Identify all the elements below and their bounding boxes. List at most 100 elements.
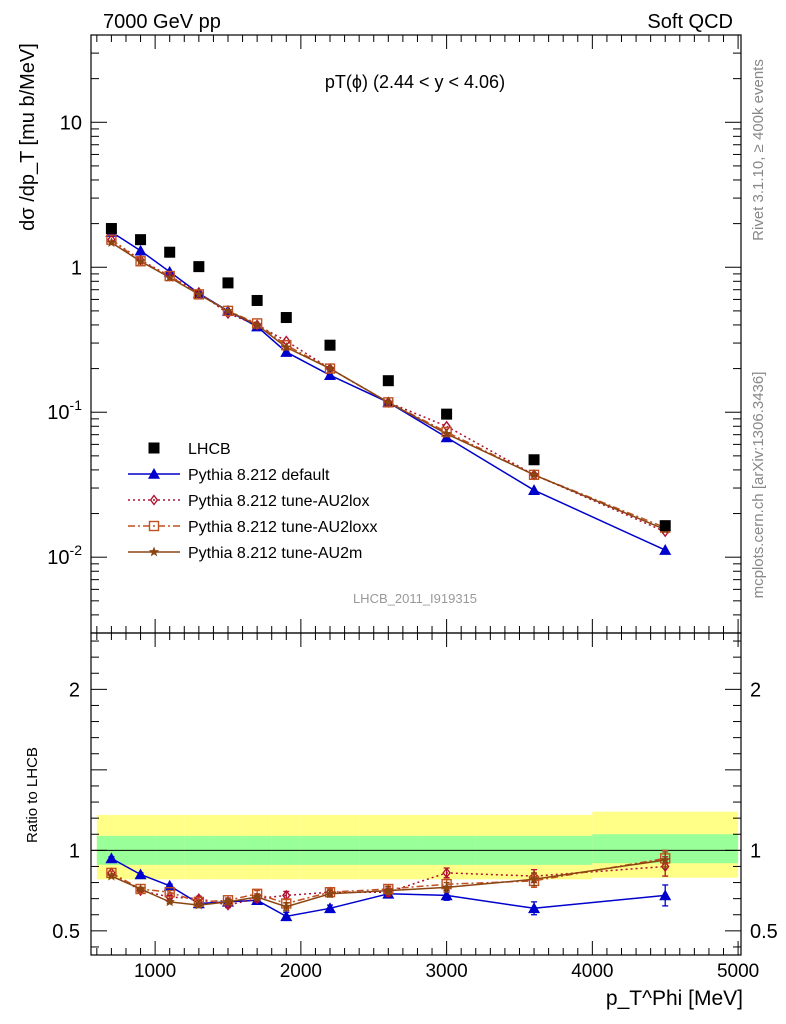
legend-label-pythia-8-212-tune-au2loxx: Pythia 8.212 tune-AU2loxx xyxy=(188,519,377,536)
main-point-pythia-8-212-tune-au2m xyxy=(222,305,234,316)
main-y-tick-label-exponent: -2 xyxy=(70,542,83,558)
main-point-pythia-8-212-default xyxy=(659,544,672,555)
main-y-axis-label: dσ /dp_T [mu b/MeV] xyxy=(17,43,39,231)
ratio-y-tick-label-right: 0.5 xyxy=(750,921,778,943)
legend-label-lhcb: LHCB xyxy=(188,441,231,458)
x-tick-label: 1000 xyxy=(134,961,176,982)
main-point-pythia-8-212-tune-au2lox xyxy=(136,254,145,266)
ratio-line-pythia-8-212-tune-au2m xyxy=(111,859,666,908)
ratio-point-pythia-8-212-default xyxy=(440,889,453,901)
main-point-pythia-8-212-tune-au2m xyxy=(324,363,336,373)
main-point-pythia-8-212-tune-au2m xyxy=(383,396,394,407)
legend-marker-pythia-8-212-default xyxy=(148,468,160,479)
ratio-point-pythia-8-212-default xyxy=(280,910,293,922)
ratio-line-pythia-8-212-default xyxy=(111,857,666,918)
main-point-lhcb xyxy=(528,454,540,466)
ratio-point-pythia-8-212-tune-au2m xyxy=(383,885,394,895)
x-tick-label: 2000 xyxy=(280,961,322,982)
ratio-y-tick-label-left: 0.5 xyxy=(52,921,80,943)
main-point-pythia-8-212-tune-au2m xyxy=(164,272,175,282)
x-tick-label: 5000 xyxy=(717,961,759,982)
legend-marker-lhcb xyxy=(148,442,160,454)
ratio-point-pythia-8-212-tune-au2m xyxy=(251,891,263,902)
ratio-y-tick-label-left: 2 xyxy=(69,679,80,701)
main-point-lhcb xyxy=(135,234,147,246)
ratio-point-pythia-8-212-tune-au2m xyxy=(106,870,117,881)
main-point-pythia-8-212-default xyxy=(280,346,293,357)
legend-label-pythia-8-212-tune-au2m: Pythia 8.212 tune-AU2m xyxy=(188,545,362,562)
process-label: Soft QCD xyxy=(647,11,733,33)
main-y-tick-label-base: 10 xyxy=(47,402,69,424)
ratio-panel-series xyxy=(105,849,672,922)
ratio-y-tick-label-right: 1 xyxy=(750,840,761,862)
ratio-point-pythia-8-212-tune-au2lox xyxy=(660,860,670,873)
ratio-y-tick-label-left: 1 xyxy=(69,840,80,862)
main-point-pythia-8-212-tune-au2m xyxy=(193,288,205,299)
x-tick-label: 4000 xyxy=(571,961,613,982)
main-y-tick-label: 10-1 xyxy=(47,397,82,424)
ratio-y-axis-label: Ratio to LHCB xyxy=(24,747,41,843)
ratio-point-pythia-8-212-tune-au2m xyxy=(222,896,234,907)
main-point-lhcb xyxy=(659,520,671,532)
energy-label: 7000 GeV pp xyxy=(103,11,221,33)
ratio-point-pythia-8-212-tune-au2lox xyxy=(442,867,451,879)
main-point-lhcb xyxy=(382,375,394,387)
ratio-point-pythia-8-212-default xyxy=(659,889,672,901)
ratio-point-pythia-8-212-default xyxy=(134,868,147,880)
main-line-pythia-8-212-tune-au2lox xyxy=(110,239,666,533)
plot-title: pT(ϕ) (2.44 < y < 4.06) xyxy=(325,72,505,92)
ratio-point-pythia-8-212-default xyxy=(105,852,118,864)
main-y-tick-label: 10-2 xyxy=(47,542,82,569)
ratio-line-pythia-8-212-tune-au2lox xyxy=(111,865,666,906)
main-point-lhcb xyxy=(441,408,453,420)
main-point-pythia-8-212-default xyxy=(134,244,147,256)
rivet-label: Rivet 3.1.10, ≥ 400k events xyxy=(750,59,767,241)
main-y-tick-label-base: 10 xyxy=(47,547,69,569)
ratio-panel-frame xyxy=(90,632,742,956)
ratio-point-pythia-8-212-tune-au2m xyxy=(528,873,540,884)
main-point-pythia-8-212-default xyxy=(324,369,337,381)
main-point-pythia-8-212-tune-au2m xyxy=(281,341,292,352)
main-point-lhcb xyxy=(251,294,263,306)
main-point-lhcb xyxy=(222,277,234,289)
ratio-point-pythia-8-212-default xyxy=(324,902,337,914)
main-y-tick-label: 10 xyxy=(60,112,82,134)
main-point-lhcb xyxy=(105,223,117,235)
main-point-pythia-8-212-tune-au2m xyxy=(441,428,452,439)
ratio-y-tick-label-right: 2 xyxy=(750,679,761,701)
main-y-tick-label: 1 xyxy=(71,257,82,279)
ratio-line-pythia-8-212-tune-au2loxx xyxy=(111,857,666,905)
main-point-lhcb xyxy=(193,261,205,273)
legend-marker-pythia-8-212-tune-au2m xyxy=(148,546,160,557)
main-point-pythia-8-212-tune-au2m xyxy=(528,469,540,480)
legend-marker-pythia-8-212-tune-au2loxx xyxy=(148,520,160,532)
main-point-lhcb xyxy=(164,246,176,258)
ratio-point-pythia-8-212-tune-au2m xyxy=(193,899,205,910)
ratio-point-pythia-8-212-tune-au2m xyxy=(164,896,175,907)
main-point-pythia-8-212-default xyxy=(528,484,541,495)
ratio-point-pythia-8-212-tune-au2m xyxy=(660,854,671,865)
legend-marker-pythia-8-212-tune-au2lox xyxy=(149,494,159,506)
ratio-point-pythia-8-212-tune-au2m xyxy=(135,883,146,894)
main-point-pythia-8-212-tune-au2m xyxy=(135,255,146,266)
ratio-uncertainty-bands xyxy=(91,811,741,880)
main-point-lhcb xyxy=(324,339,336,351)
analysis-id: LHCB_2011_I919315 xyxy=(353,591,477,606)
main-y-tick-label-exponent: -1 xyxy=(70,397,83,413)
main-point-pythia-8-212-tune-au2m xyxy=(251,319,263,330)
main-panel-series xyxy=(105,223,672,555)
legend-label-pythia-8-212-tune-au2lox: Pythia 8.212 tune-AU2lox xyxy=(188,493,369,510)
ratio-point-pythia-8-212-tune-au2m xyxy=(441,881,452,892)
mcplots-label: mcplots.cern.ch [arXiv:1306.3436] xyxy=(750,372,767,599)
main-point-lhcb xyxy=(280,312,292,324)
main-point-pythia-8-212-tune-au2loxx xyxy=(441,426,452,438)
ratio-point-pythia-8-212-tune-au2m xyxy=(281,901,292,912)
legend-label-pythia-8-212-default: Pythia 8.212 default xyxy=(188,467,330,484)
ratio-point-pythia-8-212-default xyxy=(528,902,541,914)
main-line-pythia-8-212-default xyxy=(110,231,666,551)
x-axis-label: p_T^Phi [MeV] xyxy=(606,987,743,1010)
x-tick-label: 3000 xyxy=(425,961,467,982)
main-point-pythia-8-212-tune-au2lox xyxy=(194,286,204,299)
